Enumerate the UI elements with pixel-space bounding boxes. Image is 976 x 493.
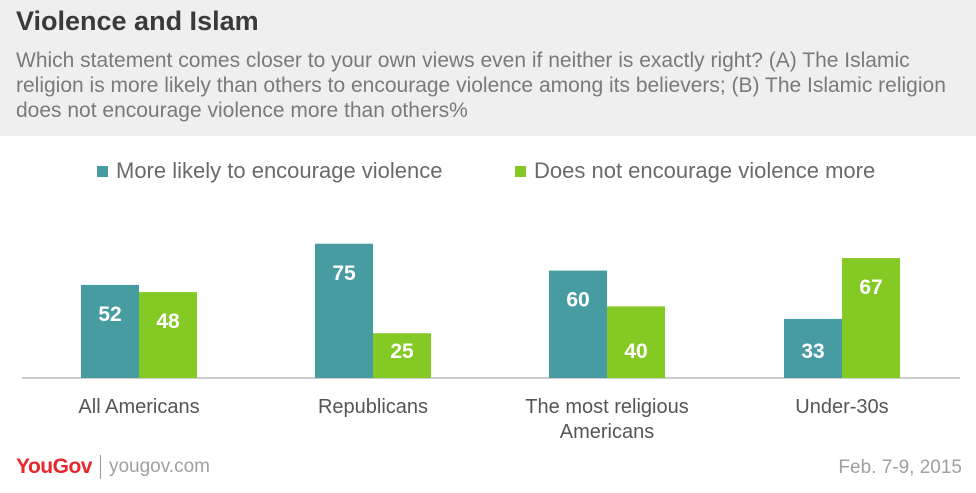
bar-1-2 — [315, 243, 373, 378]
category-label-2: Republicans — [318, 396, 428, 418]
footer-brand: YouGov yougov.com — [16, 455, 210, 479]
bar-1-1 — [81, 284, 139, 378]
category-label-3-line-2: Americans — [560, 421, 654, 443]
value-label-1-2: 75 — [332, 262, 356, 285]
footer-divider — [99, 455, 101, 479]
legend-label-series-2: Does not encourage violence more — [534, 158, 876, 183]
bar-1-4 — [784, 318, 842, 378]
category-label-3-line-1: The most religious — [525, 396, 688, 418]
chart-title: Violence and Islam — [16, 6, 259, 36]
value-label-1-4: 33 — [801, 340, 824, 363]
value-label-1-3: 60 — [566, 289, 589, 312]
category-label-1: All Americans — [78, 396, 199, 418]
category-label-4: Under-30s — [795, 396, 888, 418]
legend-swatch-series-1 — [97, 165, 108, 177]
bar-1-3 — [549, 270, 607, 378]
legend-swatch-series-2 — [515, 165, 526, 177]
header-band: Violence and Islam Which statement comes… — [0, 0, 976, 136]
bar-2-1 — [139, 292, 197, 378]
yougov-logo: YouGov — [16, 455, 92, 478]
value-label-1-1: 52 — [98, 303, 121, 326]
bar-2-2 — [373, 333, 431, 378]
value-label-2-3: 40 — [624, 340, 647, 363]
bar-2-4 — [842, 258, 900, 378]
footer-site: yougov.com — [108, 456, 210, 477]
value-label-2-1: 48 — [156, 310, 180, 333]
bar-2-3 — [607, 306, 665, 378]
footer-date: Feb. 7-9, 2015 — [838, 457, 962, 478]
legend: More likely to encourage violence Does n… — [0, 158, 976, 184]
legend-label-series-1: More likely to encourage violence — [116, 158, 443, 183]
value-label-2-2: 25 — [390, 340, 414, 363]
bar-chart: 52 48 All Americans 75 25 Republicans 60 40 The … — [22, 243, 960, 443]
legend-item-series-1: More likely to encourage violence — [97, 158, 443, 184]
legend-item-series-2: Does not encourage violence more — [515, 158, 875, 184]
value-label-2-4: 67 — [859, 276, 882, 299]
chart-subtitle: Which statement comes closer to your own… — [16, 49, 946, 122]
